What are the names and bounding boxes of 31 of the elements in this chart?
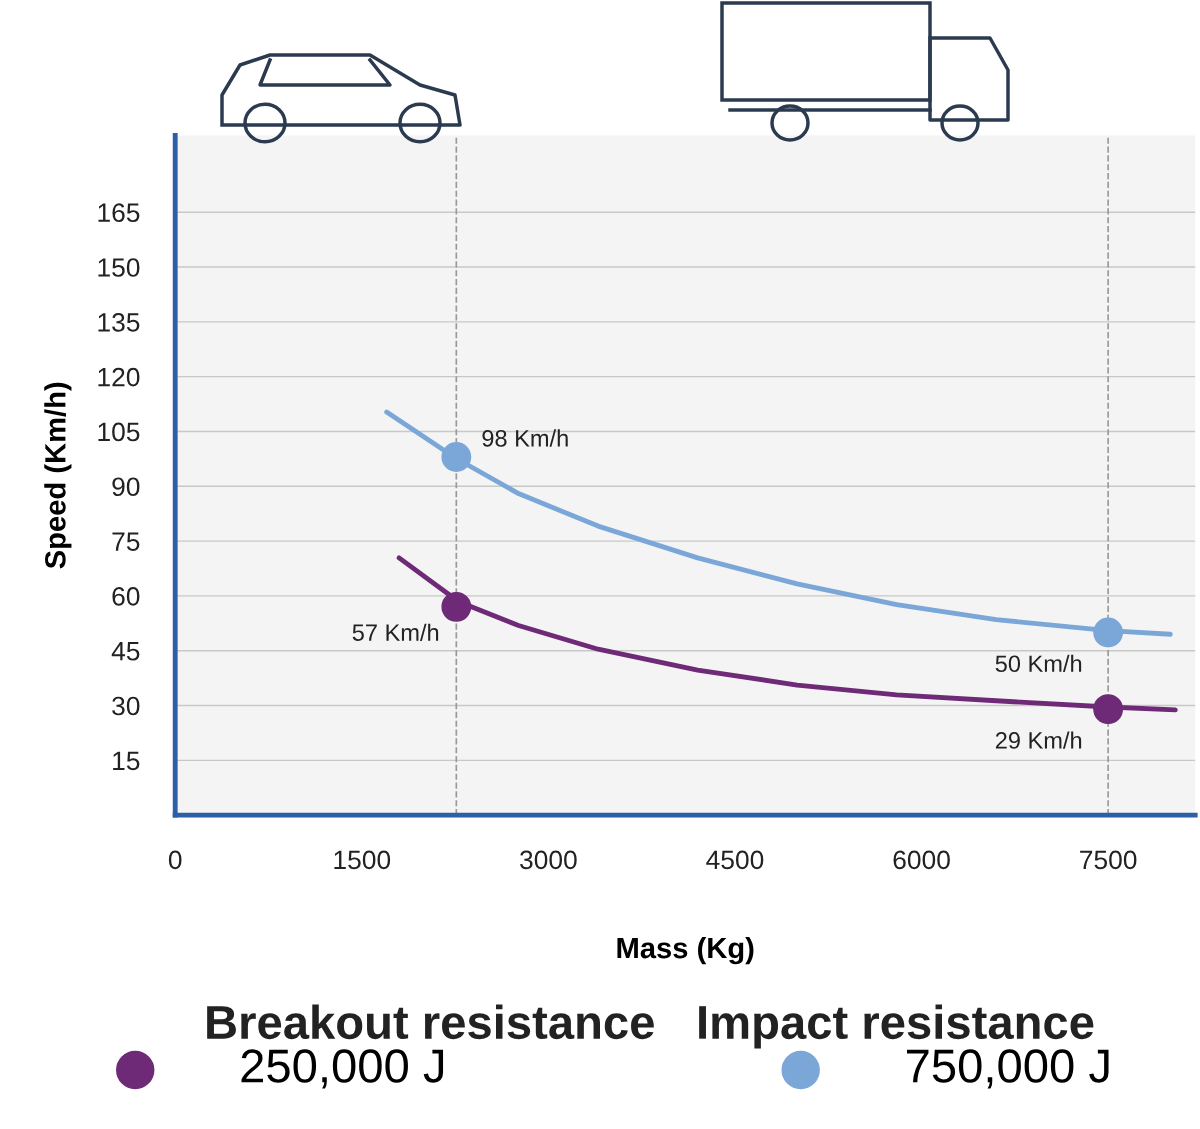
y-tick-label: 120 (98, 367, 140, 387)
y-tick-label: 135 (98, 312, 140, 332)
x-tick-label: 0 (168, 850, 182, 870)
y-tick-label: 60 (112, 587, 140, 606)
point (1093, 694, 1124, 725)
y-tick-label: 75 (112, 532, 140, 551)
x-tick-label: 3000 (520, 850, 577, 870)
legend-label: 750,000 J (907, 1049, 1109, 1089)
x-tick-label: 6000 (893, 850, 950, 870)
y-tick-label: 165 (98, 203, 140, 223)
text: Impact resistance (699, 1004, 1094, 1049)
y-tick-label: 150 (98, 258, 140, 277)
point (441, 591, 472, 622)
x-tick-label: 1500 (334, 850, 391, 870)
data-label: 29 Km/h (995, 731, 1082, 749)
text: Breakout resistance (207, 1004, 654, 1040)
point (1093, 617, 1124, 648)
data-label: 98 Km/h (482, 429, 568, 447)
y-tick-label: 90 (112, 477, 140, 497)
x-axis-title: Mass (Kg) (617, 936, 754, 965)
y-tick-label: 15 (113, 751, 140, 771)
point (441, 442, 472, 472)
y-tick-label: 30 (112, 696, 140, 716)
y-axis-title: Speed (Km/h) (44, 382, 72, 569)
legend-label: 250,000 J (241, 1049, 444, 1089)
x-tick-label: 7500 (1080, 850, 1137, 870)
y-tick-label: 105 (98, 422, 140, 442)
x-tick-label: 4500 (706, 850, 764, 870)
data-label: 57 Km/h (352, 623, 439, 641)
data-label: 50 Km/h (995, 654, 1082, 673)
y-tick-label: 45 (111, 642, 140, 661)
